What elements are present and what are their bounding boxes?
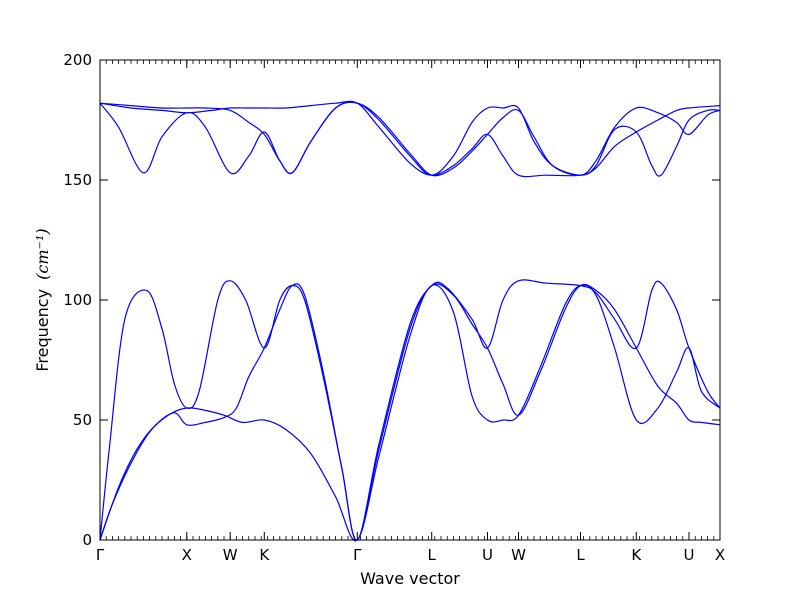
series-layer — [99, 100, 721, 542]
y-axis-unit: (cm⁻¹) — [33, 228, 52, 279]
x-tick-label: W — [223, 546, 238, 564]
series-line-3 — [99, 279, 721, 541]
y-tick-label: 100 — [63, 291, 92, 309]
series-line-5 — [99, 101, 721, 177]
x-tick-label: W — [511, 546, 526, 564]
x-tick-label: L — [576, 546, 585, 564]
y-tick-label: 150 — [63, 171, 92, 189]
series-line-4 — [99, 100, 721, 178]
y-axis-title: Frequency (cm⁻¹) — [33, 228, 52, 371]
x-tick-label: L — [428, 546, 437, 564]
x-axis-title: Wave vector — [360, 569, 460, 588]
x-tick-label: Γ — [353, 546, 362, 564]
y-axis-title-text: Frequency — [33, 289, 52, 372]
series-line-6 — [99, 101, 721, 177]
x-tick-label: U — [684, 546, 695, 564]
y-tick-label: 50 — [73, 411, 92, 429]
x-tick-label: K — [259, 546, 270, 564]
plot-frame — [99, 59, 721, 541]
x-tick-label: K — [631, 546, 642, 564]
y-tick-label: 200 — [63, 51, 92, 69]
y-axis: 0 50 100 150 200 — [63, 51, 720, 549]
y-tick-label: 0 — [82, 531, 92, 549]
series-line-2 — [99, 283, 721, 541]
x-tick-label: Γ — [96, 546, 105, 564]
x-tick-label: U — [482, 546, 493, 564]
x-tick-label: X — [715, 546, 725, 564]
x-tick-label: X — [182, 546, 192, 564]
